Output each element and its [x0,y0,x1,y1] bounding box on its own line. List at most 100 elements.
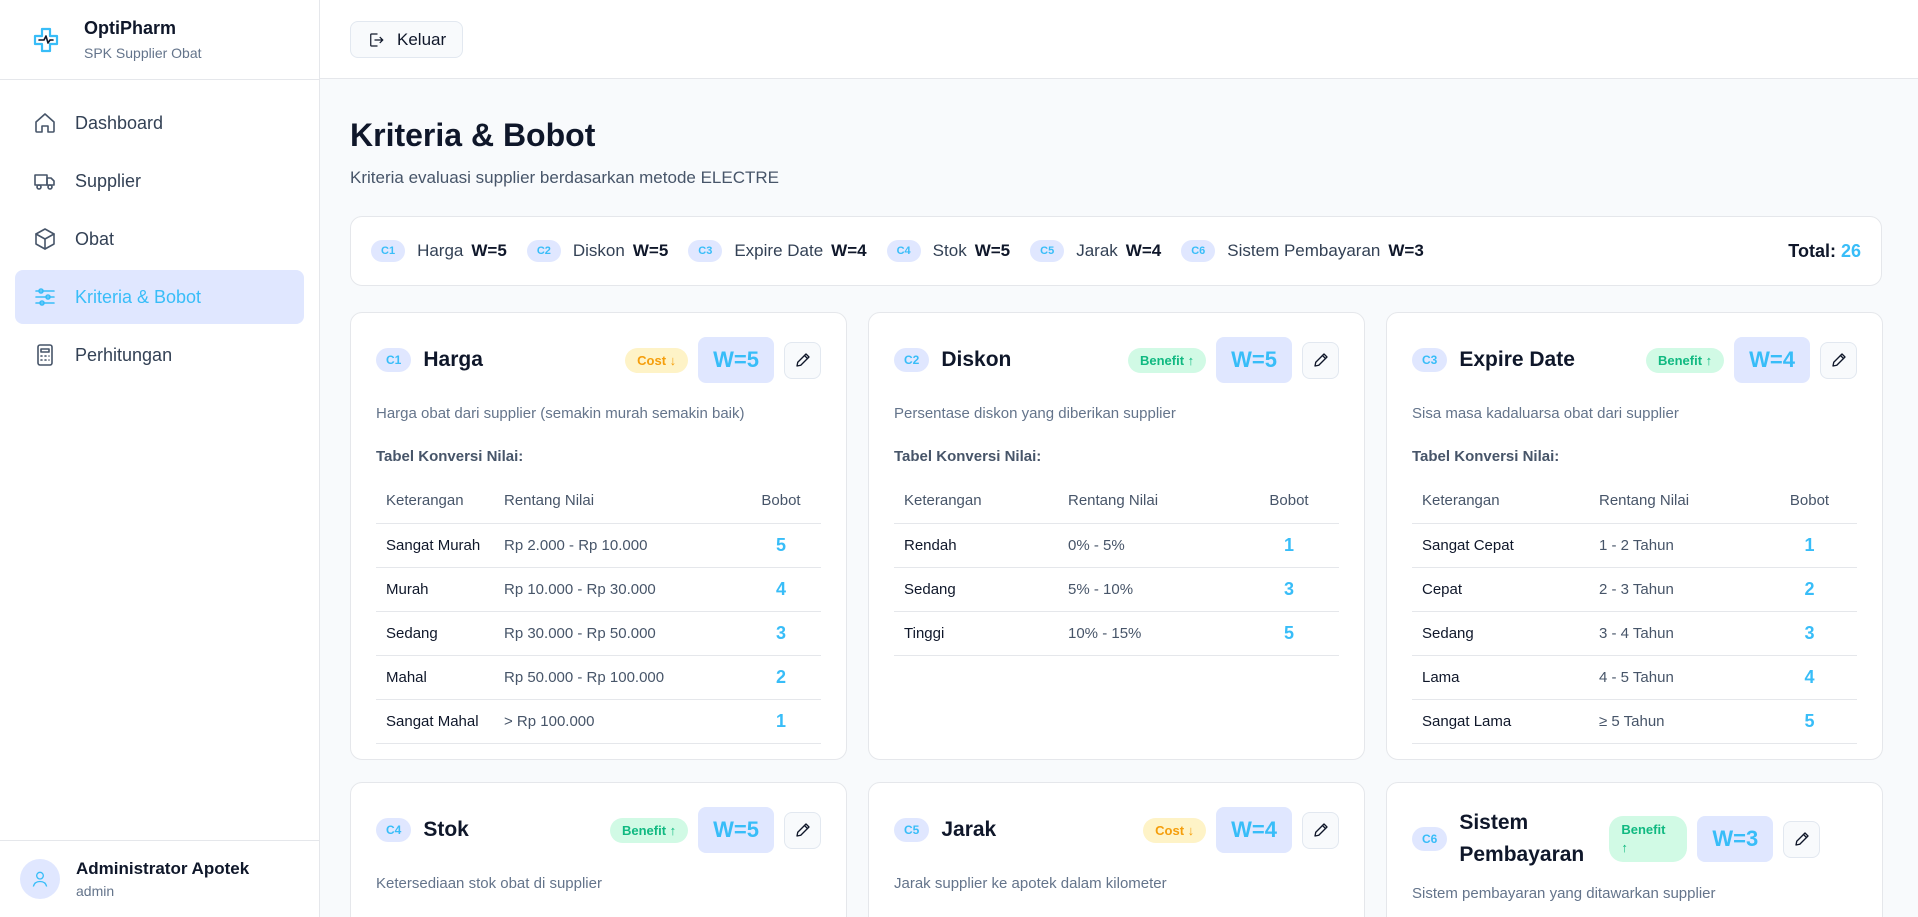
summary-item: C3 Expire Date W=4 [688,240,867,262]
criteria-description: Sisa masa kadaluarsa obat dari supplier [1412,405,1679,422]
table-row: Tinggi 10% - 15% 5 [894,611,1339,656]
edit-button[interactable] [1302,341,1339,379]
cell-bobot: 5 [741,523,821,568]
criteria-title: Jarak [941,818,997,841]
brand: OptiPharm SPK Supplier Obat [0,0,319,80]
criteria-weight: W=4 [831,241,867,260]
table-row: Sedang Rp 30.000 - Rp 50.000 3 [376,611,821,656]
table-row: Sedang 3 - 4 Tahun 3 [1412,611,1857,656]
criteria-title: Stok [423,818,469,841]
table-row: Mahal Rp 50.000 - Rp 100.000 2 [376,655,821,700]
criteria-code: C3 [1412,348,1448,372]
pencil-icon [1795,832,1809,846]
sidebar-item-dashboard[interactable]: Dashboard [15,96,304,150]
table-row: Cepat 2 - 3 Tahun 2 [1412,567,1857,612]
conversion-table: Keterangan Rentang Nilai Bobot Sangat Mu… [376,479,821,744]
cell-rentang: 4 - 5 Tahun [1589,655,1762,700]
col-bobot: Bobot [1762,479,1857,524]
user-icon [32,871,48,887]
criteria-name: Diskon [572,241,625,260]
criteria-name: Sistem Pembayaran [1227,241,1381,260]
edit-button[interactable] [1783,820,1821,858]
logout-icon [370,32,384,47]
weight-badge: W=3 [1697,816,1774,862]
weight-badge: W=5 [698,337,774,383]
truck-icon [34,174,55,190]
total-value: 26 [1840,240,1861,261]
criteria-grid: C1 Harga Cost ↓ W=5 Harga obat dari supp… [350,312,1883,917]
sidebar-item-label: Dashboard [75,112,164,133]
criteria-title: Harga [423,348,483,371]
summary-item: C6 Sistem Pembayaran W=3 [1181,240,1424,262]
total-weight: Total: 26 [1788,241,1861,262]
criteria-code: C6 [1181,240,1216,262]
table-row: Sangat Lama ≥ 5 Tahun 5 [1412,699,1857,744]
criteria-name: Stok [932,241,967,260]
logout-label: Keluar [397,29,447,49]
type-badge: Benefit ↑ [1645,347,1725,373]
criteria-code: C3 [688,240,723,262]
edit-button[interactable] [1302,811,1339,849]
home-icon [35,113,55,133]
cell-rentang: Rp 10.000 - Rp 30.000 [494,567,741,612]
cell-bobot: 5 [1239,611,1339,656]
col-keterangan: Keterangan [894,479,1058,524]
criteria-description: Ketersediaan stok obat di supplier [376,875,602,892]
edit-button[interactable] [784,341,821,379]
cell-rentang: Rp 2.000 - Rp 10.000 [494,523,741,568]
table-row: Murah Rp 10.000 - Rp 30.000 4 [376,567,821,612]
cell-rentang: Rp 30.000 - Rp 50.000 [494,611,741,656]
pencil-icon [795,353,810,367]
cell-keterangan: Rendah [894,523,1058,568]
cell-bobot: 3 [1762,611,1857,656]
sidebar-item-supplier[interactable]: Supplier [15,154,304,208]
summary-item: C4 Stok W=5 [886,240,1010,262]
conversion-table: Keterangan Rentang Nilai Bobot Sangat Ce… [1412,479,1857,744]
user-profile[interactable]: Administrator Apotek admin [0,840,319,917]
type-badge: Benefit ↑ [1127,347,1207,373]
cell-bobot: 2 [741,655,821,700]
edit-button[interactable] [784,811,821,849]
brand-name: OptiPharm [84,18,177,38]
logout-button[interactable]: Keluar [350,21,464,58]
cell-bobot: 1 [1762,523,1857,568]
edit-button[interactable] [1820,341,1857,379]
table-label: Tabel Konversi Nilai: [376,448,524,465]
sidebar-item-perhitungan[interactable]: Perhitungan [15,328,304,382]
table-row: Sangat Murah Rp 2.000 - Rp 10.000 5 [376,523,821,568]
cell-bobot: 4 [1762,655,1857,700]
criteria-description: Jarak supplier ke apotek dalam kilometer [894,875,1167,892]
criteria-card-c5: C5 Jarak Cost ↓ W=4 Jarak supplier ke ap… [868,782,1365,917]
criteria-code: C1 [371,240,406,262]
table-row: Rendah 0% - 5% 1 [894,523,1339,568]
criteria-description: Sistem pembayaran yang ditawarkan suppli… [1412,885,1716,902]
cell-keterangan: Cepat [1412,567,1589,612]
calculator-icon [37,344,53,366]
criteria-card-c1: C1 Harga Cost ↓ W=5 Harga obat dari supp… [350,312,847,760]
weight-badge: W=4 [1216,807,1292,853]
criteria-card-c2: C2 Diskon Benefit ↑ W=5 Persentase disko… [868,312,1365,760]
col-rentang: Rentang Nilai [1058,479,1239,524]
sidebar-item-label: Supplier [75,170,142,191]
cell-keterangan: Sangat Lama [1412,699,1589,744]
weight-badge: W=5 [698,807,774,853]
summary-item: C2 Diskon W=5 [526,240,668,262]
sidebar-item-kriteria-bobot[interactable]: Kriteria & Bobot [15,270,304,324]
cell-rentang: 0% - 5% [1058,523,1239,568]
sidebar-item-obat[interactable]: Obat [15,212,304,266]
criteria-card-c4: C4 Stok Benefit ↑ W=5 Ketersediaan stok … [350,782,847,917]
criteria-title: Diskon [941,348,1012,371]
criteria-title: Expire Date [1459,348,1575,371]
sidebar-item-label: Perhitungan [75,344,173,365]
user-name: Administrator Apotek [76,859,250,878]
avatar [20,859,60,899]
table-row: Sangat Cepat 1 - 2 Tahun 1 [1412,523,1857,568]
criteria-weight: W=4 [1125,241,1162,260]
main-content: Kriteria & Bobot Kriteria evaluasi suppl… [350,79,1883,917]
criteria-summary-bar: C1 Harga W=5 C2 Diskon W=5 C3 Expire Dat… [350,216,1882,286]
cell-bobot: 2 [1762,567,1857,612]
cell-bobot: 5 [1762,699,1857,744]
pencil-icon [795,823,810,837]
criteria-name: Harga [417,241,464,260]
criteria-code: C6 [1412,827,1448,851]
